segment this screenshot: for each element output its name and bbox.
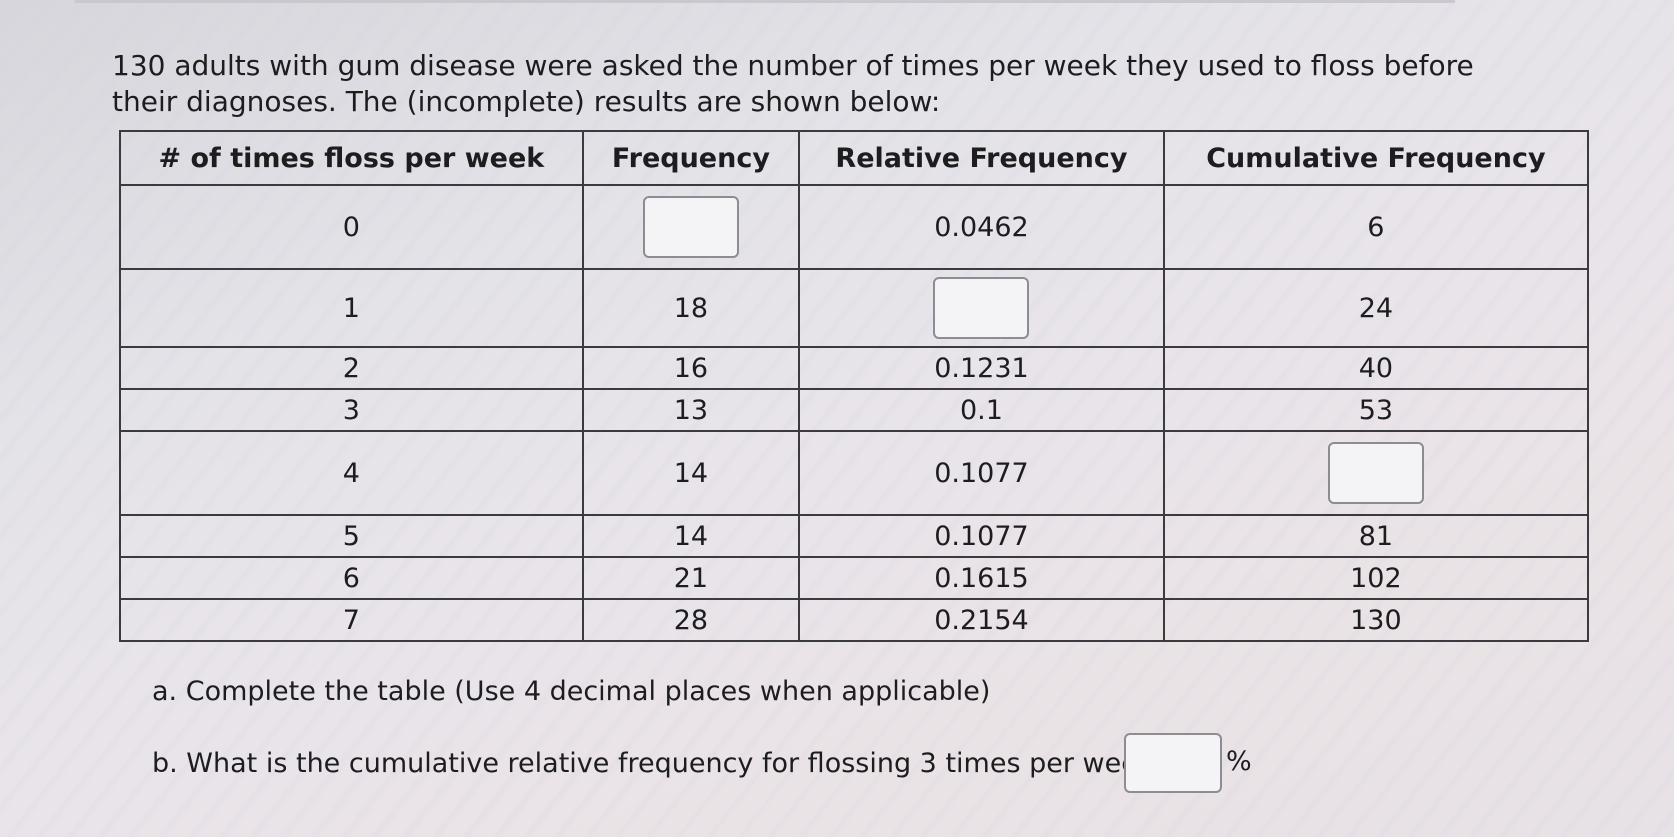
- table-row: 7 28 0.2154 130: [119, 598, 1590, 642]
- cumulative-cell: [1162, 430, 1590, 516]
- frequency-cell: 14: [581, 514, 801, 558]
- relative-cell: 0.2154: [798, 598, 1165, 642]
- times-cell: 7: [119, 598, 584, 642]
- relative-cell: 0.1615: [798, 556, 1165, 600]
- relative-frequency-input-1[interactable]: [933, 277, 1030, 339]
- relative-cell: [798, 268, 1165, 348]
- cumulative-cell: 24: [1162, 268, 1590, 348]
- relative-cell: 0.1: [798, 388, 1165, 432]
- frequency-cell: 21: [581, 556, 801, 600]
- relative-cell: 0.1077: [798, 430, 1165, 516]
- table-row: 3 13 0.1 53: [119, 388, 1590, 432]
- part-a-instruction: a. Complete the table (Use 4 decimal pla…: [152, 676, 991, 707]
- cumulative-cell: 6: [1162, 184, 1590, 270]
- times-cell: 4: [119, 430, 584, 516]
- frequency-cell: 16: [581, 346, 801, 390]
- table-header-row: # of times floss per week Frequency Rela…: [119, 130, 1590, 186]
- frequency-cell: 18: [581, 268, 801, 348]
- cumulative-cell: 102: [1162, 556, 1590, 600]
- cumulative-cell: 53: [1162, 388, 1590, 432]
- table-row: 5 14 0.1077 81: [119, 514, 1590, 558]
- cumulative-cell: 81: [1162, 514, 1590, 558]
- question-prompt: 130 adults with gum disease were asked t…: [112, 49, 1474, 118]
- times-cell: 0: [119, 184, 584, 270]
- cumulative-cell: 130: [1162, 598, 1590, 642]
- cumulative-frequency-input-4[interactable]: [1327, 442, 1424, 504]
- times-cell: 5: [119, 514, 584, 558]
- frequency-cell: [581, 184, 801, 270]
- times-cell: 2: [119, 346, 584, 390]
- header-times-floss: # of times floss per week: [119, 130, 584, 186]
- cumulative-cell: 40: [1162, 346, 1590, 390]
- frequency-cell: 13: [581, 388, 801, 432]
- header-frequency: Frequency: [581, 130, 801, 186]
- cumulative-relative-frequency-input[interactable]: [1124, 733, 1222, 793]
- frequency-cell: 14: [581, 430, 801, 516]
- table-row: 6 21 0.1615 102: [119, 556, 1590, 600]
- table-row: 4 14 0.1077: [119, 430, 1590, 516]
- top-divider: [75, 0, 1455, 3]
- relative-cell: 0.1231: [798, 346, 1165, 390]
- times-cell: 3: [119, 388, 584, 432]
- relative-cell: 0.1077: [798, 514, 1165, 558]
- part-b-question: b. What is the cumulative relative frequ…: [152, 748, 1168, 779]
- table-row: 2 16 0.1231 40: [119, 346, 1590, 390]
- frequency-cell: 28: [581, 598, 801, 642]
- table-row: 1 18 24: [119, 268, 1590, 348]
- frequency-table: # of times floss per week Frequency Rela…: [119, 130, 1590, 642]
- relative-cell: 0.0462: [798, 184, 1165, 270]
- table-row: 0 0.0462 6: [119, 184, 1590, 270]
- times-cell: 6: [119, 556, 584, 600]
- header-cumulative-frequency: Cumulative Frequency: [1162, 130, 1590, 186]
- header-relative-frequency: Relative Frequency: [798, 130, 1165, 186]
- times-cell: 1: [119, 268, 584, 348]
- frequency-input-0[interactable]: [642, 196, 739, 258]
- percent-unit: %: [1226, 746, 1252, 777]
